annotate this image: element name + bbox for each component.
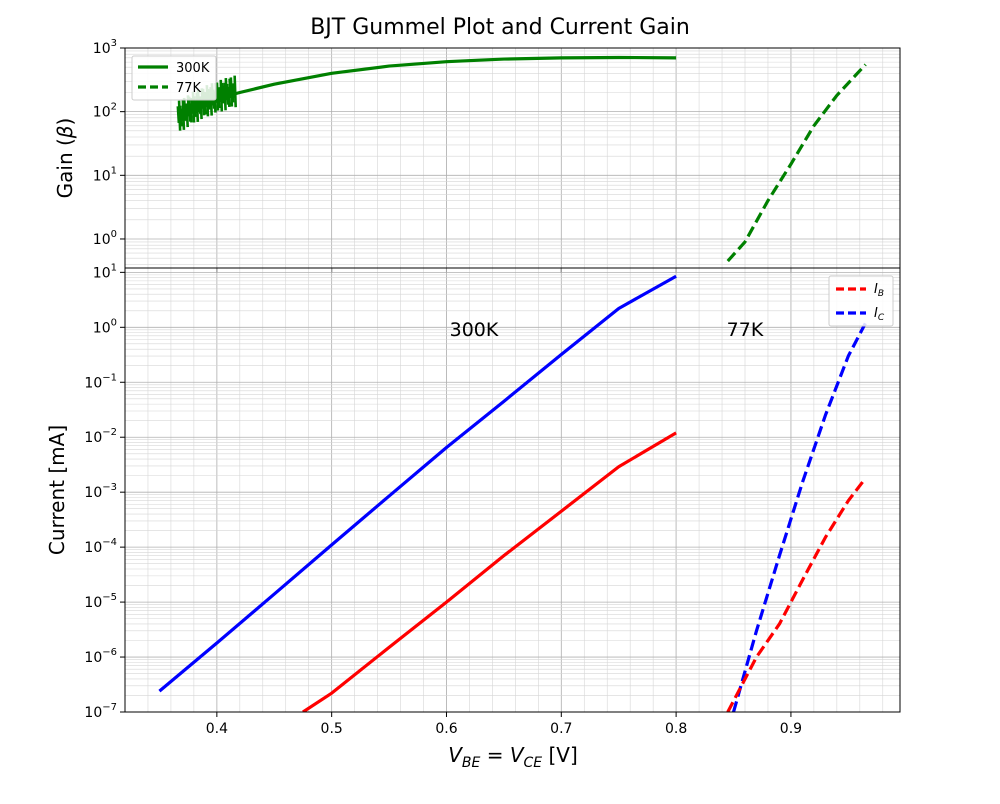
gain-legend: 300K 77K	[131, 55, 217, 101]
current-series-0	[158, 274, 677, 693]
current-y-axis-label: Current [mA]	[45, 425, 69, 555]
current-series-group	[158, 274, 867, 712]
legend-label-300k: 300K	[176, 61, 210, 76]
gain-noise-mark	[230, 84, 235, 103]
gain-series-1	[726, 63, 867, 263]
x-tick-label: 0.8	[665, 721, 687, 737]
gain-noise-mark	[223, 82, 227, 111]
legend-label-77k: 77K	[176, 81, 202, 96]
current-y-tick-label: 10−4	[84, 537, 117, 556]
gain-noise-mark	[189, 103, 193, 123]
current-series-3	[726, 477, 867, 712]
gain-y-tick-label: 100	[93, 229, 117, 248]
current-y-tick-label: 10−5	[84, 592, 117, 611]
gain-y-axis-label: Gain (β)	[53, 118, 77, 199]
current-plot-frame	[124, 267, 901, 713]
gain-noise-mark	[216, 89, 221, 109]
gain-y-tick-label: 101	[93, 165, 117, 184]
x-tick-label: 0.5	[321, 721, 343, 737]
annotation-300k: 300K	[450, 319, 499, 341]
current-series-1	[302, 431, 677, 712]
annotation-77k: 77K	[727, 319, 764, 341]
gain-y-ticks: 100 101 102 103	[93, 38, 125, 248]
gain-noise-mark	[227, 86, 231, 107]
current-x-ticks: 0.4 0.5 0.6 0.7 0.8 0.9	[206, 712, 802, 737]
legend-label-ib: IB	[874, 282, 884, 299]
gain-noise-mark	[181, 100, 186, 130]
gain-y-tick-label: 102	[93, 102, 117, 121]
x-tick-label: 0.7	[550, 721, 572, 737]
gain-grid	[124, 47, 900, 268]
current-series-2	[731, 322, 867, 712]
current-legend: IB IC	[828, 275, 894, 327]
gain-noise-mark	[185, 103, 189, 128]
gain-y-tick-label: 103	[93, 38, 117, 57]
current-y-tick-label: 10−3	[84, 482, 117, 501]
x-tick-label: 0.6	[435, 721, 457, 737]
x-tick-label: 0.4	[206, 721, 228, 737]
x-tick-label: 0.9	[780, 721, 802, 737]
current-grid	[124, 268, 900, 713]
current-y-tick-label: 100	[93, 317, 117, 336]
legend-label-ic: IC	[874, 306, 885, 323]
chart-title: BJT Gummel Plot and Current Gain	[310, 15, 690, 40]
current-y-tick-label: 10−7	[84, 702, 117, 721]
current-y-ticks: 10−7 10−6 10−5 10−4 10−3 10−2 10−1 100 101	[84, 262, 125, 721]
current-y-tick-label: 10−6	[84, 647, 117, 666]
current-y-tick-label: 10−2	[84, 427, 117, 446]
current-y-tick-label: 10−1	[84, 372, 117, 391]
gain-noise-mark	[233, 75, 237, 108]
current-y-tick-label: 101	[93, 262, 117, 281]
x-axis-label: VBE = VCE [V]	[448, 743, 578, 771]
